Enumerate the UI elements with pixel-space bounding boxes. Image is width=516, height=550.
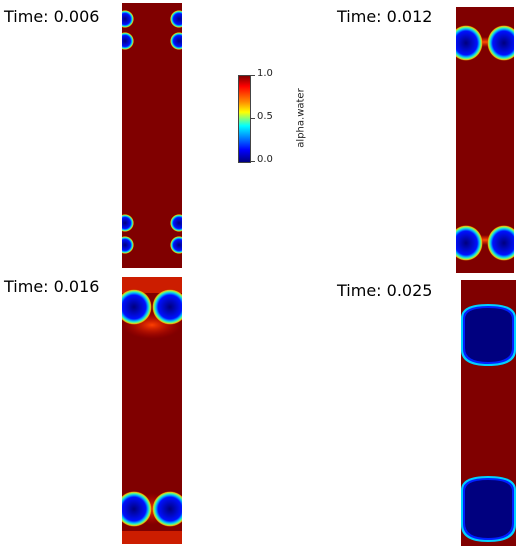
time-label-2: Time: 0.012 (337, 7, 433, 26)
volume-fraction-field-4 (461, 280, 516, 546)
air-bubbles-bottom (456, 225, 514, 261)
air-bubbles-top (456, 25, 514, 61)
air-bubbles-top (122, 10, 182, 50)
colorbar-tick-min (250, 161, 255, 162)
colorbar-mid-label: 0.5 (257, 111, 273, 122)
taylor-bubble-bottom (461, 476, 516, 542)
colorbar-tick-mid (250, 118, 255, 119)
volume-fraction-field-2 (456, 7, 514, 273)
volume-fraction-field-3 (122, 277, 182, 544)
volume-fraction-field-1 (122, 3, 182, 268)
colorbar-min-label: 0.0 (257, 154, 273, 165)
taylor-bubble-top (461, 304, 516, 366)
colorbar-max-label: 1.0 (257, 68, 273, 79)
air-bubbles-bottom (122, 214, 182, 254)
time-label-4: Time: 0.025 (337, 281, 433, 300)
time-label-3: Time: 0.016 (4, 277, 100, 296)
colorbar-tick-max (250, 75, 255, 76)
air-bubbles-bottom (122, 491, 182, 527)
air-bubbles-top (122, 289, 182, 325)
colorbar-title: alpha.water (295, 88, 307, 148)
time-label-1: Time: 0.006 (4, 7, 100, 26)
colorbar (238, 75, 251, 163)
